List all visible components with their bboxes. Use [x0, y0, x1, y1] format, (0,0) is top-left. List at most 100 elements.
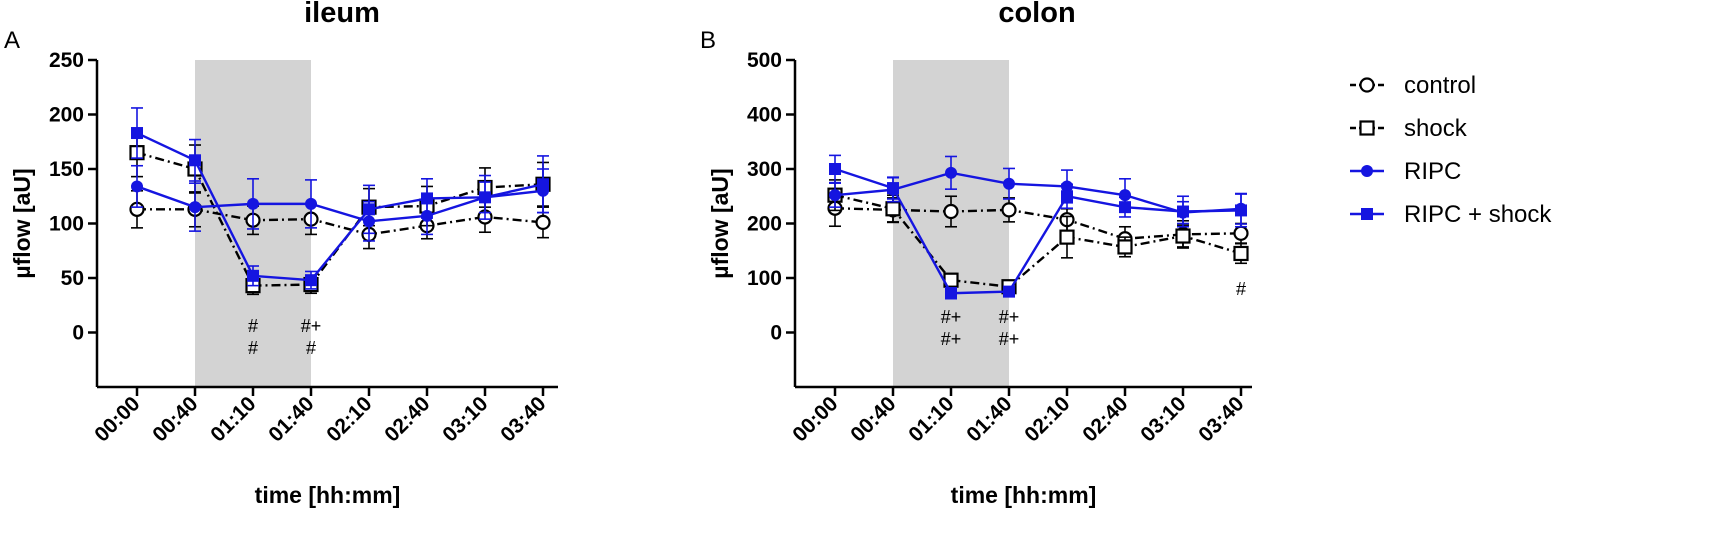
- data-point: [1059, 229, 1075, 245]
- data-point: [1119, 201, 1131, 214]
- panel-colon: colon B 0 100 200 300 400 500 00:00 00:40 01:10 01:…: [700, 0, 1252, 508]
- x-tick-label: 02:40: [1078, 392, 1132, 446]
- data-point: [305, 197, 317, 210]
- data-point: [537, 178, 549, 191]
- data-point: [1061, 190, 1073, 203]
- y-tick-label: 200: [49, 104, 84, 127]
- x-tick-label: 01:40: [962, 392, 1016, 446]
- panel-letter: B: [700, 27, 716, 54]
- x-tick-label: 00:40: [148, 392, 202, 446]
- x-tick-label: 01:10: [206, 392, 260, 446]
- legend-label: shock: [1404, 115, 1468, 142]
- series-line: [137, 208, 544, 236]
- y-tick-label: 150: [49, 158, 84, 181]
- x-axis-title: time [hh:mm]: [255, 482, 401, 508]
- data-point: [1003, 285, 1015, 298]
- data-point: [479, 191, 491, 204]
- data-point: [943, 203, 959, 220]
- x-tick-label: 01:10: [904, 392, 958, 446]
- series-ripc-shock: [829, 154, 1247, 300]
- series-line: [136, 151, 544, 287]
- legend: control shock RIPC RIPC + shock: [1350, 72, 1552, 228]
- x-tick-label: 01:40: [264, 392, 318, 446]
- series-ripc-shock: [131, 107, 549, 290]
- data-point: [247, 269, 259, 282]
- data-point: [189, 201, 201, 214]
- y-axis-title: µflow [aU]: [707, 168, 733, 278]
- data-point: [189, 154, 201, 167]
- panel-letter: A: [4, 27, 20, 54]
- legend-marker: [1359, 120, 1375, 136]
- chart-title: colon: [998, 0, 1075, 29]
- x-tick-label: 03:10: [438, 392, 492, 446]
- significance-annotation: #: [306, 338, 316, 358]
- x-tick-label: 02:10: [322, 392, 376, 446]
- x-tick-label: 03:40: [1194, 392, 1248, 446]
- legend-marker: [1359, 77, 1375, 93]
- legend-marker: [1361, 208, 1373, 220]
- series-line: [834, 207, 1242, 240]
- data-point: [305, 274, 317, 287]
- x-tick-label: 02:40: [380, 392, 434, 446]
- data-point: [1119, 189, 1131, 202]
- data-point: [131, 127, 143, 140]
- legend-marker: [1361, 165, 1373, 177]
- chart-title: ileum: [304, 0, 380, 29]
- y-tick-label: 400: [747, 104, 782, 127]
- significance-annotation: #+: [301, 316, 322, 336]
- legend-item: shock: [1350, 115, 1468, 142]
- y-tick-label: 200: [747, 213, 782, 236]
- y-tick-label: 500: [747, 49, 782, 72]
- panel-ileum: ileum A 0 50 100 150 200 250 00:00 00:40 01:10 01:4…: [4, 0, 558, 508]
- data-point: [1233, 225, 1249, 241]
- data-point: [1117, 239, 1133, 255]
- data-point: [1001, 202, 1017, 218]
- y-tick-label: 0: [770, 322, 782, 345]
- data-point: [887, 182, 899, 195]
- y-tick-label: 250: [49, 49, 84, 72]
- series-line: [834, 167, 1242, 295]
- significance-annotation: #: [248, 316, 258, 336]
- y-axis-title: µflow [aU]: [9, 168, 35, 278]
- data-point: [363, 203, 375, 216]
- legend-item: RIPC + shock: [1350, 201, 1552, 228]
- x-tick-label: 00:00: [90, 392, 144, 446]
- data-point: [247, 197, 259, 210]
- y-tick-label: 100: [49, 213, 84, 236]
- data-point: [945, 287, 957, 300]
- y-tick-label: 100: [747, 267, 782, 290]
- significance-annotation: #+: [941, 307, 962, 327]
- significance-annotation: #: [1236, 279, 1246, 299]
- legend-item: RIPC: [1350, 158, 1461, 185]
- x-tick-label: 03:40: [496, 392, 550, 446]
- legend-label: control: [1404, 72, 1476, 99]
- data-point: [1177, 205, 1189, 218]
- significance-annotation: #: [248, 338, 258, 358]
- significance-annotation: #+: [999, 307, 1020, 327]
- data-point: [1233, 245, 1249, 262]
- data-point: [829, 163, 841, 175]
- x-tick-label: 00:40: [846, 392, 900, 446]
- legend-item: control: [1350, 72, 1476, 99]
- data-point: [945, 166, 957, 179]
- y-tick-label: 0: [72, 322, 84, 345]
- x-tick-label: 00:00: [788, 392, 842, 446]
- data-point: [1003, 177, 1015, 190]
- data-point: [535, 214, 551, 231]
- series-line: [136, 185, 544, 223]
- y-tick-label: 50: [61, 267, 84, 290]
- data-point: [131, 180, 143, 193]
- data-point: [1235, 204, 1247, 217]
- y-tick-label: 300: [747, 158, 782, 181]
- significance-annotation: #+: [999, 329, 1020, 349]
- x-axis-title: time [hh:mm]: [951, 482, 1097, 508]
- data-point: [1175, 228, 1191, 244]
- series-line: [136, 131, 544, 282]
- data-point: [421, 192, 433, 205]
- significance-annotation: #+: [941, 329, 962, 349]
- x-tick-label: 02:10: [1020, 392, 1074, 446]
- series-ripc: [131, 164, 549, 242]
- data-point: [829, 189, 841, 202]
- legend-label: RIPC + shock: [1404, 201, 1552, 228]
